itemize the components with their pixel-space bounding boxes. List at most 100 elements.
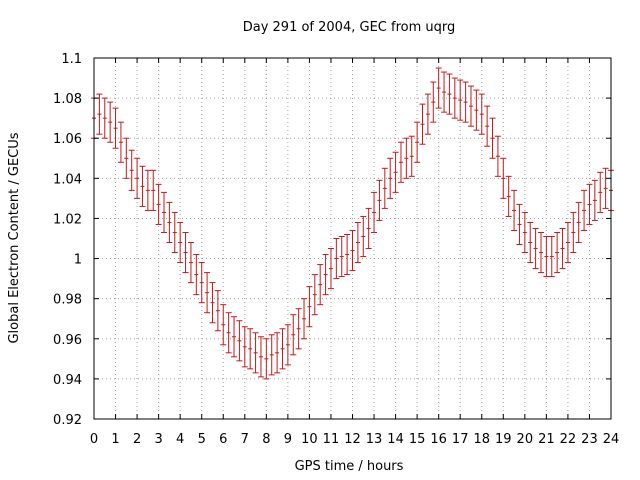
data-point xyxy=(139,165,146,207)
data-point xyxy=(408,135,415,177)
x-axis-label: GPS time / hours xyxy=(295,459,404,474)
data-point xyxy=(274,332,281,374)
x-tick-label: 24 xyxy=(603,432,620,447)
data-point xyxy=(575,201,582,244)
data-point xyxy=(268,334,275,376)
data-point xyxy=(209,282,216,324)
data-point xyxy=(279,328,286,370)
grid-lines xyxy=(94,58,611,419)
data-point xyxy=(451,77,458,119)
data-point xyxy=(494,135,501,177)
x-tick-label: 8 xyxy=(262,432,270,447)
data-point xyxy=(505,175,512,217)
data-point xyxy=(500,157,507,199)
data-point xyxy=(521,211,528,254)
data-point xyxy=(306,286,313,328)
data-point xyxy=(559,227,566,270)
data-point xyxy=(193,254,200,296)
data-point xyxy=(581,189,588,231)
data-point xyxy=(338,235,345,278)
data-point xyxy=(155,183,162,225)
y-tick-label: 0.98 xyxy=(53,293,82,308)
data-point xyxy=(317,264,324,306)
data-point xyxy=(484,105,491,147)
data-point xyxy=(214,290,221,332)
data-point xyxy=(198,262,205,304)
data-point xyxy=(543,235,550,278)
y-tick-label: 1.1 xyxy=(61,52,82,67)
data-point xyxy=(171,211,178,254)
data-point xyxy=(161,191,168,233)
data-point xyxy=(527,221,534,264)
data-point xyxy=(387,157,394,199)
x-tick-label: 14 xyxy=(387,432,404,447)
y-tick-label: 1 xyxy=(74,253,82,268)
data-point xyxy=(322,254,329,296)
data-point xyxy=(441,71,448,113)
y-tick-label: 1.04 xyxy=(53,172,82,187)
data-point xyxy=(354,221,361,264)
data-point xyxy=(101,97,108,139)
data-point xyxy=(150,169,157,211)
data-point xyxy=(252,332,259,374)
data-point xyxy=(489,117,496,159)
data-point xyxy=(360,215,367,258)
data-point xyxy=(112,107,119,149)
y-tick-label: 0.92 xyxy=(53,413,82,428)
data-point xyxy=(554,231,561,274)
data-point xyxy=(478,93,485,135)
y-tick-label: 0.96 xyxy=(53,333,82,348)
chart-title: Day 291 of 2004, GEC from uqrg xyxy=(243,20,456,35)
data-point xyxy=(548,235,555,278)
data-point xyxy=(365,207,372,250)
data-point xyxy=(327,248,334,290)
data-point xyxy=(231,316,238,358)
data-point xyxy=(257,336,264,378)
data-point xyxy=(397,141,404,183)
data-point xyxy=(166,201,173,244)
data-point xyxy=(516,203,523,246)
x-tick-label: 1 xyxy=(111,432,119,447)
x-tick-labels: 0 1 2 3 4 5 6 7 8 9 10 11 12 13 14 15 16 17 18 19 20 21 22 23 24 xyxy=(90,432,619,447)
data-point xyxy=(597,171,604,213)
data-point xyxy=(225,312,232,354)
x-tick-label: 17 xyxy=(452,432,469,447)
x-tick-label: 13 xyxy=(366,432,383,447)
data-point xyxy=(473,89,480,131)
x-tick-label: 15 xyxy=(409,432,426,447)
y-tick-label: 1.08 xyxy=(53,92,82,107)
x-tick-label: 11 xyxy=(323,432,340,447)
data-point xyxy=(96,93,103,135)
y-tick-label: 1.06 xyxy=(53,132,82,147)
x-tick-label: 12 xyxy=(344,432,361,447)
y-tick-label: 0.94 xyxy=(53,373,82,388)
data-point xyxy=(414,121,421,163)
data-point xyxy=(457,79,464,121)
data-point xyxy=(591,179,598,221)
data-point xyxy=(144,169,151,211)
data-point xyxy=(419,103,426,145)
data-point xyxy=(371,191,378,233)
x-tick-label: 2 xyxy=(133,432,141,447)
data-point xyxy=(290,314,297,356)
data-point xyxy=(117,121,124,163)
x-tick-label: 4 xyxy=(176,432,184,447)
data-point xyxy=(295,308,302,350)
data-point xyxy=(467,85,474,127)
data-point xyxy=(182,231,189,274)
data-point xyxy=(128,149,135,191)
data-point xyxy=(284,324,291,366)
data-point xyxy=(376,179,383,221)
x-tick-label: 6 xyxy=(219,432,227,447)
data-point xyxy=(532,227,539,270)
y-tick-label: 1.02 xyxy=(53,212,82,227)
data-point xyxy=(236,320,243,362)
data-point xyxy=(446,73,453,115)
data-point xyxy=(586,183,593,225)
data-point xyxy=(424,93,431,135)
data-point xyxy=(344,233,351,276)
data-point xyxy=(435,67,442,109)
x-tick-label: 3 xyxy=(154,432,162,447)
data-point xyxy=(204,272,211,314)
data-point xyxy=(349,229,356,272)
